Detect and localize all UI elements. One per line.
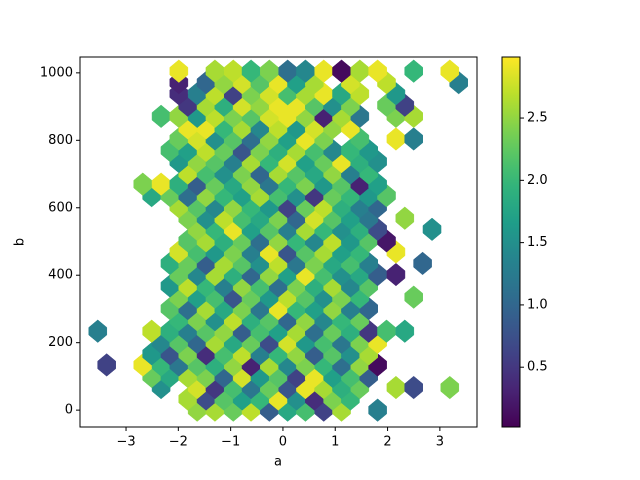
hexbin-cell bbox=[88, 319, 108, 343]
x-tick-label: 0 bbox=[279, 435, 287, 450]
hexbin-cell bbox=[205, 59, 225, 83]
hexbin-cell bbox=[386, 127, 406, 151]
x-tick-label: −1 bbox=[221, 435, 240, 450]
hexbin-cell bbox=[151, 104, 171, 128]
hexbin-cell bbox=[413, 251, 432, 276]
x-tick-label: 1 bbox=[331, 435, 339, 450]
hexes bbox=[88, 59, 468, 422]
hexbin-cell bbox=[395, 319, 415, 343]
x-tick-label: −3 bbox=[116, 435, 135, 450]
hexbin-cell bbox=[386, 262, 406, 287]
hexbin-cell bbox=[440, 59, 460, 83]
y-tick-label: 800 bbox=[48, 133, 73, 148]
x-axis-label: a bbox=[274, 455, 282, 470]
hexbin-cell bbox=[296, 59, 315, 83]
x-tick-label: −2 bbox=[169, 435, 188, 450]
plot-frame bbox=[79, 56, 478, 428]
hexbin-cell bbox=[133, 172, 153, 196]
hexbin-cell bbox=[260, 59, 279, 83]
hexbin-cell bbox=[395, 206, 415, 230]
y-tick-label: 1000 bbox=[40, 65, 73, 80]
y-tick-label: 200 bbox=[48, 335, 73, 350]
hexbin-cell bbox=[404, 375, 423, 400]
colorbar-tick-label: 2.5 bbox=[527, 111, 548, 126]
colorbar bbox=[501, 56, 521, 428]
hexbin-cell bbox=[377, 319, 396, 343]
hexbin-cell bbox=[142, 319, 161, 343]
colorbar-tick-label: 0.5 bbox=[527, 360, 548, 375]
colorbar-tick-label: 2.0 bbox=[527, 173, 548, 188]
y-tick-label: 0 bbox=[65, 403, 73, 418]
x-tick-label: 2 bbox=[383, 435, 391, 450]
hexbin-cell bbox=[404, 127, 423, 151]
hexbin-cell bbox=[332, 59, 351, 83]
y-axis-label: b bbox=[13, 238, 28, 246]
y-tick-label: 600 bbox=[48, 200, 73, 215]
hexbin-cell bbox=[169, 59, 189, 83]
y-tick-label: 400 bbox=[48, 268, 73, 283]
colorbar-tick-label: 1.5 bbox=[527, 235, 548, 250]
hexbin-cell bbox=[368, 59, 387, 83]
hexbin-cell bbox=[97, 353, 116, 377]
hexbin-cell bbox=[404, 59, 423, 83]
hexbin-cell bbox=[386, 375, 406, 400]
colorbar-tick-label: 1.0 bbox=[527, 297, 548, 312]
hexbin-cell bbox=[422, 217, 442, 241]
x-tick-label: 3 bbox=[436, 435, 444, 450]
hexbin-cell bbox=[440, 375, 460, 400]
hexbin-cell bbox=[404, 285, 423, 309]
hexbin-cell bbox=[241, 59, 261, 83]
hexbin-cell bbox=[368, 398, 387, 422]
